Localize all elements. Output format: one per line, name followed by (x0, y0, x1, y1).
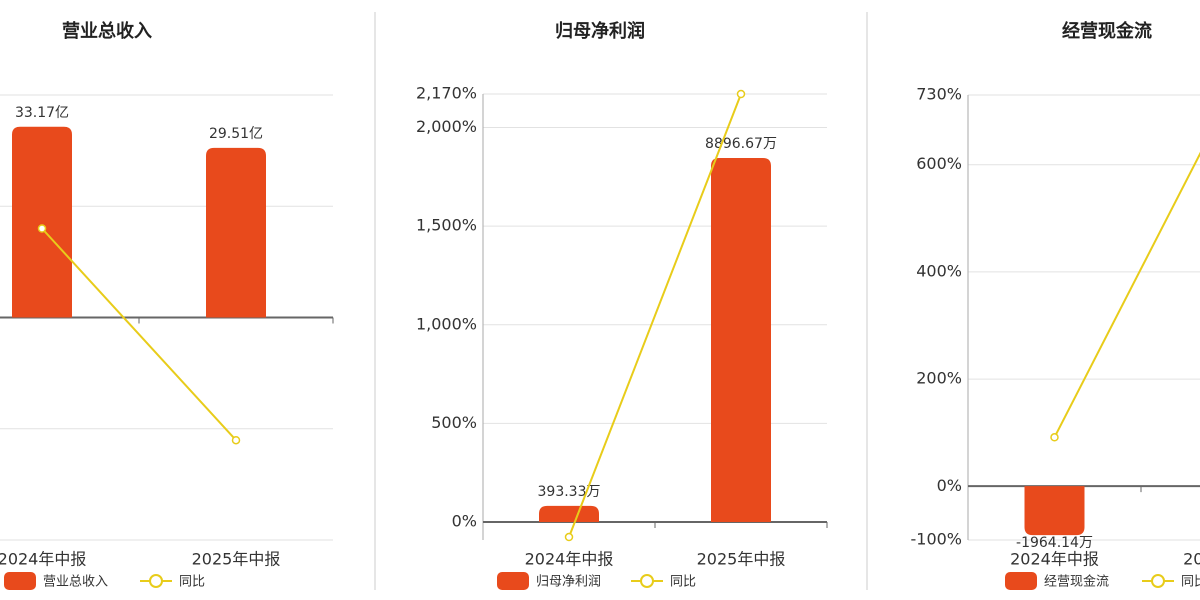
x-tick-label: 2025年中报 (697, 550, 786, 569)
y-tick-label: 2,000% (416, 117, 477, 136)
x-tick-label: 2025年中报 (192, 550, 281, 569)
legend-marker (1151, 574, 1165, 588)
value-label: 29.51亿 (209, 126, 263, 142)
legend-label: 经营现金流 (1044, 574, 1109, 590)
yoy-point (231, 435, 241, 445)
chart-title: 归母净利润 (555, 20, 645, 42)
y-tick-label: -100% (910, 530, 962, 549)
value-label: 8896.67万 (705, 136, 777, 152)
y-tick-label: 600% (916, 154, 962, 173)
legend-label: 营业总收入 (43, 575, 108, 590)
y-tick-label: 730% (916, 85, 962, 104)
bar (206, 147, 266, 318)
legend-label: 归母净利润 (536, 575, 601, 590)
chart-title: 营业总收入 (62, 20, 152, 42)
yoy-point (1050, 433, 1059, 442)
x-tick-label: 2024年中报 (525, 550, 614, 569)
legend-swatch (4, 572, 36, 590)
chart-title: 经营现金流 (1062, 20, 1152, 42)
yoy-line (41, 227, 237, 441)
y-tick-label: 2,170% (416, 84, 477, 103)
value-label: -1964.14万 (1016, 535, 1093, 551)
yoy-line (1053, 151, 1200, 438)
x-tick-label: 2025年中报 (1183, 550, 1200, 569)
yoy-point (37, 224, 47, 233)
yoy-point (564, 532, 574, 542)
x-tick-label: 2024年中报 (0, 550, 86, 569)
legend-swatch (497, 572, 529, 590)
value-label: 393.33万 (538, 484, 601, 500)
value-label: 33.17亿 (15, 105, 69, 121)
x-tick-label: 2024年中报 (1010, 550, 1099, 569)
legend-marker (640, 574, 654, 588)
y-tick-label: 1,500% (416, 216, 477, 235)
legend-label: 同比 (179, 575, 205, 590)
legend-swatch (1005, 572, 1037, 590)
y-tick-label: 200% (916, 369, 962, 388)
bar (711, 157, 771, 522)
bar (539, 505, 599, 522)
legend-marker (149, 574, 163, 588)
y-tick-label: 500% (431, 413, 477, 432)
y-tick-label: 1,000% (416, 314, 477, 333)
bar (1024, 486, 1085, 536)
y-tick-label: 0% (452, 512, 477, 531)
yoy-line (568, 93, 742, 538)
bar (12, 126, 72, 318)
yoy-point (736, 89, 746, 99)
legend-label: 同比 (670, 575, 696, 590)
legend-label: 同比 (1181, 575, 1200, 590)
y-tick-label: 400% (916, 261, 962, 280)
y-tick-label: 0% (937, 476, 962, 495)
